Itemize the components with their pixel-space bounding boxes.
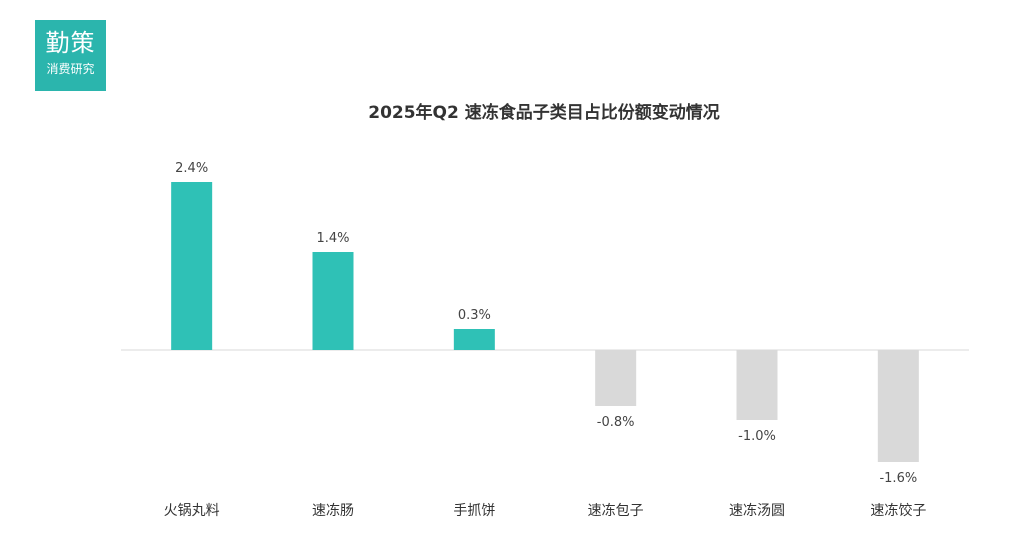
brand-logo: 勤策 消费研究 <box>35 20 106 91</box>
value-label-5: -1.0% <box>738 429 776 444</box>
category-label-1: 火锅丸料 <box>164 503 220 519</box>
category-label-6: 速冻饺子 <box>870 502 926 519</box>
category-label-2: 速冻肠 <box>312 502 354 519</box>
category-label-4: 速冻包子 <box>588 502 644 519</box>
bar-1 <box>171 182 213 350</box>
value-label-2: 1.4% <box>316 231 349 246</box>
value-label-3: 0.3% <box>458 308 491 323</box>
category-label-3: 手抓饼 <box>453 503 495 519</box>
category-label-5: 速冻汤圆 <box>729 502 785 519</box>
logo-sub-text: 消费研究 <box>46 62 95 76</box>
bar-3 <box>453 329 495 350</box>
bar-5 <box>736 350 778 420</box>
value-label-6: -1.6% <box>879 471 917 486</box>
bar-6 <box>877 350 919 462</box>
value-label-4: -0.8% <box>597 415 635 430</box>
logo-main-text: 勤策 <box>45 29 96 57</box>
bar-2 <box>312 252 354 350</box>
bar-4 <box>595 350 637 406</box>
chart-title: 2025年Q2 速冻食品子类目占比份额变动情况 <box>368 103 720 123</box>
value-label-1: 2.4% <box>175 161 208 176</box>
